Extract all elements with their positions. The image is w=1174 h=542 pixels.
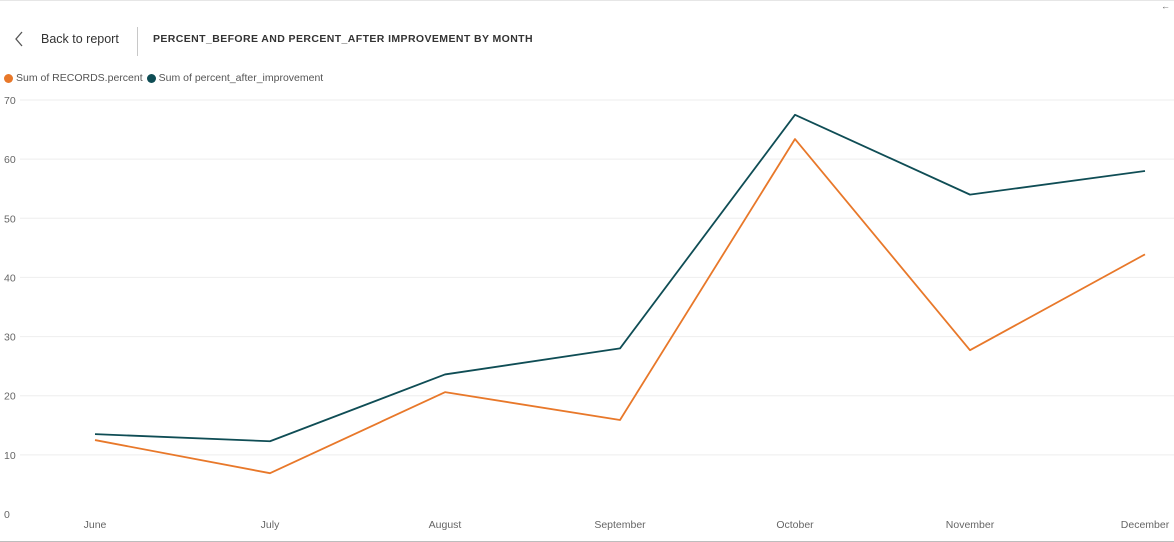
back-to-report-button[interactable]: Back to report <box>12 27 119 51</box>
x-tick-label-july: July <box>261 519 280 531</box>
legend-item-after[interactable]: Sum of percent_after_improvement <box>146 72 324 84</box>
x-tick-label-november: November <box>946 519 995 531</box>
y-tick-label-60: 60 <box>4 154 16 166</box>
series-point-before-august <box>443 390 447 394</box>
series-point-before-december <box>1143 252 1147 256</box>
legend-label-after: Sum of percent_after_improvement <box>158 72 324 84</box>
y-tick-label-10: 10 <box>4 450 16 462</box>
series-point-before-november <box>968 348 972 352</box>
series-point-before-october <box>793 137 797 141</box>
series-point-after-november <box>968 193 972 197</box>
header: Back to report PERCENT_BEFORE AND PERCEN… <box>0 1 1174 61</box>
x-tick-label-december: December <box>1121 519 1170 531</box>
x-tick-label-august: August <box>429 519 462 531</box>
series-point-after-july <box>268 439 272 443</box>
legend-dot-before <box>4 73 13 83</box>
back-to-report-label: Back to report <box>41 32 119 46</box>
series-point-before-september <box>618 418 622 422</box>
series-point-after-october <box>793 113 797 117</box>
series-point-after-december <box>1143 169 1147 173</box>
series-point-after-june <box>93 432 97 436</box>
legend: Sum of RECORDS.percent Sum of percent_af… <box>4 71 327 85</box>
series-line-before <box>94 138 1146 475</box>
y-tick-label-30: 30 <box>4 332 16 344</box>
series-point-before-june <box>93 438 97 442</box>
header-divider <box>137 27 138 56</box>
chevron-left-icon <box>12 27 28 51</box>
legend-label-before: Sum of RECORDS.percent <box>16 72 143 84</box>
series-line-after <box>94 113 1146 443</box>
chart-title: PERCENT_BEFORE AND PERCENT_AFTER IMPROVE… <box>153 33 533 45</box>
legend-item-before[interactable]: Sum of RECORDS.percent <box>4 72 143 84</box>
series-point-before-july <box>268 471 272 475</box>
x-tick-label-june: June <box>84 519 107 531</box>
corner-arrow-icon: ← <box>1161 1 1170 11</box>
y-tick-label-40: 40 <box>4 272 16 284</box>
series-point-after-september <box>618 346 622 350</box>
series-point-after-august <box>443 372 447 376</box>
y-tick-label-50: 50 <box>4 213 16 225</box>
y-tick-label-70: 70 <box>4 95 16 107</box>
x-tick-label-october: October <box>776 519 814 531</box>
legend-dot-after <box>146 73 156 83</box>
y-tick-label-0: 0 <box>4 509 10 521</box>
y-tick-label-20: 20 <box>4 391 16 403</box>
x-tick-label-september: September <box>594 519 646 531</box>
